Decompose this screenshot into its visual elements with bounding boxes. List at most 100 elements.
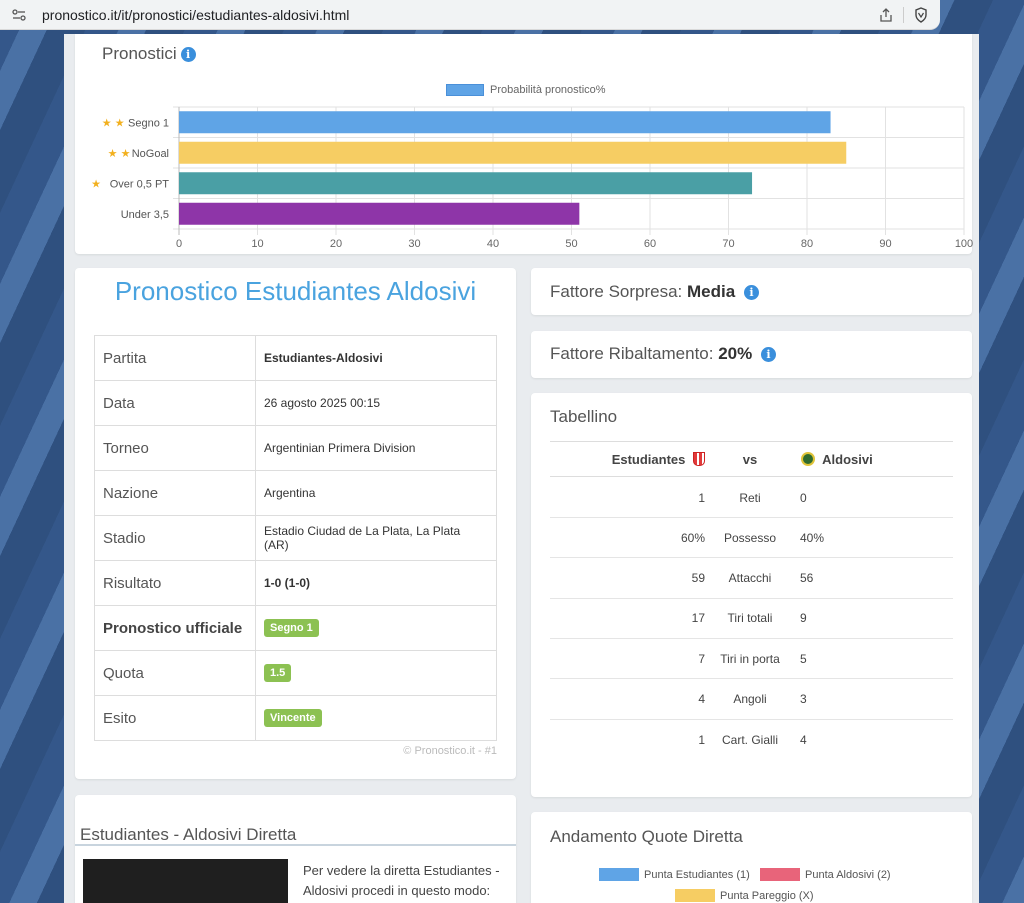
vs-label: vs <box>742 451 758 467</box>
stat-label: Possesso <box>723 530 777 545</box>
ribaltamento-value: 20% <box>718 344 753 363</box>
info-value: Estadio Ciudad de La Plata, La Plata (AR… <box>255 515 497 561</box>
star-icon: ★ <box>91 177 101 190</box>
info-row: Stadio Estadio Ciudad de La Plata, La Pla… <box>94 515 497 561</box>
tabellino-row: 7 Tiri in porta 5 <box>550 639 953 680</box>
bar[interactable] <box>179 172 753 195</box>
away-value: 5 <box>800 651 807 666</box>
x-tick-label: 60 <box>644 238 656 250</box>
x-tick-label: 70 <box>722 238 734 250</box>
home-team-logo-icon <box>693 451 705 466</box>
quote-title: Andamento Quote Diretta <box>550 827 743 846</box>
tabellino-row: 17 Tiri totali 9 <box>550 599 953 639</box>
chart-legend: Probabilità pronostico% <box>446 84 606 96</box>
bar[interactable] <box>179 111 831 134</box>
status-badge: 1.5 <box>264 664 292 682</box>
away-value: 3 <box>800 692 807 706</box>
brave-shield-icon[interactable] <box>912 6 930 24</box>
home-value: 4 <box>698 692 705 706</box>
x-tick-label: 50 <box>565 238 577 250</box>
info-row: Pronostico ufficiale Segno 1 <box>94 605 497 651</box>
away-team-name: Aldosivi <box>822 451 873 467</box>
star-icon: ★ <box>102 116 112 129</box>
info-row: Torneo Argentinian Primera Division <box>94 425 497 471</box>
info-value-cell: Segno 1 <box>255 605 497 651</box>
legend-swatch <box>599 868 639 881</box>
home-value: 60% <box>680 530 705 545</box>
category-label: Under 3,5 <box>121 209 169 221</box>
away-value: 40% <box>800 530 825 545</box>
category-label: NoGoal <box>132 148 169 160</box>
stat-label: Tiri totali <box>727 611 773 626</box>
info-icon[interactable]: i <box>760 347 776 362</box>
x-tick-label: 20 <box>330 238 342 250</box>
bar[interactable] <box>179 141 847 164</box>
info-icon[interactable]: i <box>743 285 759 300</box>
x-tick-label: 40 <box>487 238 499 250</box>
home-value: 17 <box>691 611 705 626</box>
bar[interactable] <box>179 202 580 225</box>
info-key: Partita <box>94 335 256 381</box>
info-value: 26 agosto 2025 00:15 <box>255 380 497 426</box>
stat-label: Attacchi <box>728 571 772 586</box>
diretta-card: Estudiantes - Aldosivi Diretta Per veder… <box>75 795 516 903</box>
info-value: Estudiantes-Aldosivi <box>255 335 497 381</box>
home-value: 1 <box>698 490 705 505</box>
fattore-ribaltamento-card: Fattore Ribaltamento: 20% i <box>531 331 972 378</box>
away-team-logo-icon <box>801 451 815 466</box>
share-icon[interactable] <box>877 6 895 24</box>
home-value: 59 <box>691 571 705 586</box>
site-settings-icon[interactable] <box>10 6 28 24</box>
x-tick-label: 30 <box>408 238 420 250</box>
info-key: Esito <box>94 695 256 741</box>
status-badge: Segno 1 <box>264 619 319 637</box>
info-value: Argentina <box>255 470 497 516</box>
legend-swatch <box>760 868 800 881</box>
legend-label: Punta Estudiantes (1) <box>644 868 750 881</box>
stat-label: Angoli <box>733 692 767 706</box>
legend-label: Punta Pareggio (X) <box>720 889 814 902</box>
info-row: Nazione Argentina <box>94 470 497 516</box>
pronostici-card: Pronostici i Probabilità pronostico% 0 10 2… <box>75 34 973 254</box>
url-text[interactable]: pronostico.it/it/pronostici/estudiantes-… <box>42 6 350 23</box>
quote-legend-2: Punta Aldosivi (2) <box>760 868 891 881</box>
ribaltamento-label: Fattore Ribaltamento: <box>550 344 714 363</box>
legend-swatch <box>675 889 715 902</box>
star-icon: ★ <box>115 116 125 129</box>
divider <box>75 844 516 846</box>
match-info-table: Partita Estudiantes-Aldosivi Data 26 agosto… <box>94 335 497 741</box>
home-value: 7 <box>698 651 705 666</box>
tabellino-row: 1 Reti 0 <box>550 478 953 518</box>
status-badge: Vincente <box>264 709 322 727</box>
video-player[interactable] <box>83 859 288 903</box>
info-icon[interactable]: i <box>180 47 196 62</box>
info-value: Argentinian Primera Division <box>255 425 497 471</box>
sorpresa-value: Media <box>687 282 736 301</box>
info-key: Nazione <box>94 470 256 516</box>
match-info-card: Pronostico Estudiantes Aldosivi Partita E… <box>75 268 516 779</box>
tabellino-row: 59 Attacchi 56 <box>550 559 953 599</box>
away-value: 0 <box>800 490 807 505</box>
info-row: Risultato 1-0 (1-0) <box>94 560 497 606</box>
x-tick-label: 80 <box>801 238 813 250</box>
star-icon: ★ <box>108 147 118 160</box>
stat-label: Reti <box>739 490 761 505</box>
andamento-quote-card: Andamento Quote Diretta Punta Estudiante… <box>531 812 972 903</box>
category-label: Over 0,5 PT <box>110 178 170 190</box>
tabellino-row: 60% Possesso 40% <box>550 518 953 559</box>
legend-label: Probabilità pronostico% <box>490 84 606 96</box>
x-tick-label: 100 <box>955 238 973 250</box>
info-key: Pronostico ufficiale <box>94 605 256 651</box>
x-tick-label: 10 <box>251 238 263 250</box>
info-row: Data 26 agosto 2025 00:15 <box>94 380 497 426</box>
away-value: 4 <box>800 732 807 747</box>
tabellino-row: 1 Cart. Gialli 4 <box>550 720 953 760</box>
browser-address-bar[interactable]: pronostico.it/it/pronostici/estudiantes-… <box>0 0 940 30</box>
home-value: 1 <box>698 732 705 747</box>
info-row: Quota 1.5 <box>94 650 497 696</box>
category-label: Segno 1 <box>128 117 169 129</box>
info-row: Esito Vincente <box>94 695 497 741</box>
tabellino-card: Tabellino Estudiantes vs Aldosivi 1 Reti 0… <box>531 393 972 797</box>
tabellino-header: Estudiantes vs Aldosivi <box>550 441 953 477</box>
